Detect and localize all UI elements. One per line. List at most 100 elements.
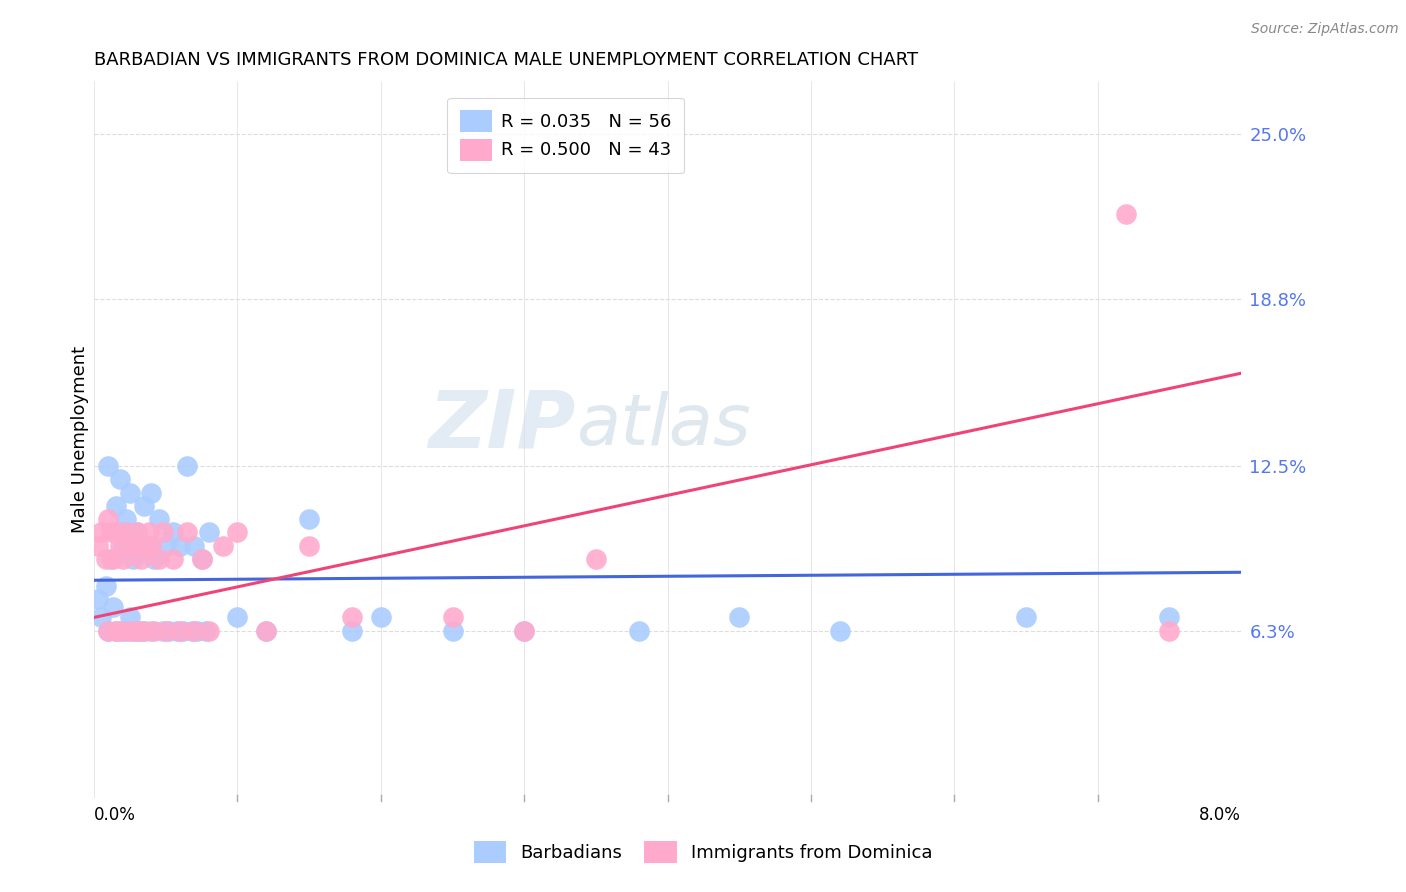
Point xyxy=(143,552,166,566)
Point xyxy=(155,624,177,638)
Point xyxy=(118,610,141,624)
Point xyxy=(148,552,170,566)
Point xyxy=(176,525,198,540)
Point xyxy=(129,539,152,553)
Point xyxy=(513,624,536,638)
Point xyxy=(94,578,117,592)
Y-axis label: Male Unemployment: Male Unemployment xyxy=(72,346,89,533)
Point xyxy=(90,525,112,540)
Point xyxy=(162,525,184,540)
Point xyxy=(104,499,127,513)
Point xyxy=(127,525,149,540)
Point xyxy=(186,624,208,638)
Point xyxy=(134,624,156,638)
Point xyxy=(121,552,143,566)
Point xyxy=(1115,207,1137,221)
Text: 8.0%: 8.0% xyxy=(1199,805,1241,824)
Point xyxy=(169,539,191,553)
Point xyxy=(1159,624,1181,638)
Point xyxy=(162,552,184,566)
Point xyxy=(298,539,321,553)
Point xyxy=(114,624,136,638)
Point xyxy=(155,539,177,553)
Point xyxy=(152,525,174,540)
Point xyxy=(370,610,392,624)
Point xyxy=(97,624,120,638)
Point xyxy=(157,624,180,638)
Point xyxy=(122,539,145,553)
Point xyxy=(131,624,153,638)
Point xyxy=(152,624,174,638)
Point xyxy=(143,624,166,638)
Point xyxy=(97,459,120,474)
Point xyxy=(441,624,464,638)
Point xyxy=(87,539,110,553)
Text: ZIP: ZIP xyxy=(429,386,576,464)
Point xyxy=(513,624,536,638)
Legend: R = 0.035   N = 56, R = 0.500   N = 43: R = 0.035 N = 56, R = 0.500 N = 43 xyxy=(447,97,685,173)
Point xyxy=(108,539,131,553)
Point xyxy=(254,624,277,638)
Point xyxy=(94,552,117,566)
Point xyxy=(172,624,194,638)
Point xyxy=(134,499,156,513)
Point xyxy=(198,624,221,638)
Point xyxy=(131,552,153,566)
Point xyxy=(194,624,217,638)
Point xyxy=(254,624,277,638)
Point xyxy=(104,624,127,638)
Point xyxy=(1015,610,1038,624)
Point xyxy=(828,624,851,638)
Point xyxy=(122,624,145,638)
Point xyxy=(212,539,235,553)
Point xyxy=(141,539,163,553)
Point xyxy=(107,525,129,540)
Point xyxy=(226,525,249,540)
Point xyxy=(127,525,149,540)
Point xyxy=(111,552,134,566)
Point xyxy=(340,624,363,638)
Point xyxy=(627,624,650,638)
Point xyxy=(340,610,363,624)
Point xyxy=(101,552,124,566)
Text: 0.0%: 0.0% xyxy=(94,805,136,824)
Point xyxy=(176,459,198,474)
Point xyxy=(100,525,122,540)
Point xyxy=(183,539,205,553)
Point xyxy=(100,552,122,566)
Point xyxy=(226,610,249,624)
Point xyxy=(114,525,136,540)
Point xyxy=(180,624,202,638)
Point xyxy=(104,624,127,638)
Point xyxy=(127,624,149,638)
Point xyxy=(166,624,188,638)
Text: Source: ZipAtlas.com: Source: ZipAtlas.com xyxy=(1251,22,1399,37)
Point xyxy=(298,512,321,526)
Point xyxy=(97,512,120,526)
Point xyxy=(97,624,120,638)
Point xyxy=(134,539,156,553)
Point xyxy=(169,624,191,638)
Point xyxy=(118,624,141,638)
Point xyxy=(118,539,141,553)
Text: atlas: atlas xyxy=(576,391,751,459)
Point xyxy=(441,610,464,624)
Point xyxy=(104,525,127,540)
Point xyxy=(183,624,205,638)
Point xyxy=(108,472,131,486)
Point xyxy=(138,525,160,540)
Point xyxy=(585,552,607,566)
Point xyxy=(141,624,163,638)
Point xyxy=(190,552,212,566)
Point xyxy=(198,525,221,540)
Point xyxy=(134,624,156,638)
Point xyxy=(1159,610,1181,624)
Point xyxy=(111,539,134,553)
Point xyxy=(138,539,160,553)
Point xyxy=(141,485,163,500)
Point xyxy=(111,624,134,638)
Point xyxy=(108,624,131,638)
Point xyxy=(114,512,136,526)
Point xyxy=(728,610,751,624)
Point xyxy=(127,624,149,638)
